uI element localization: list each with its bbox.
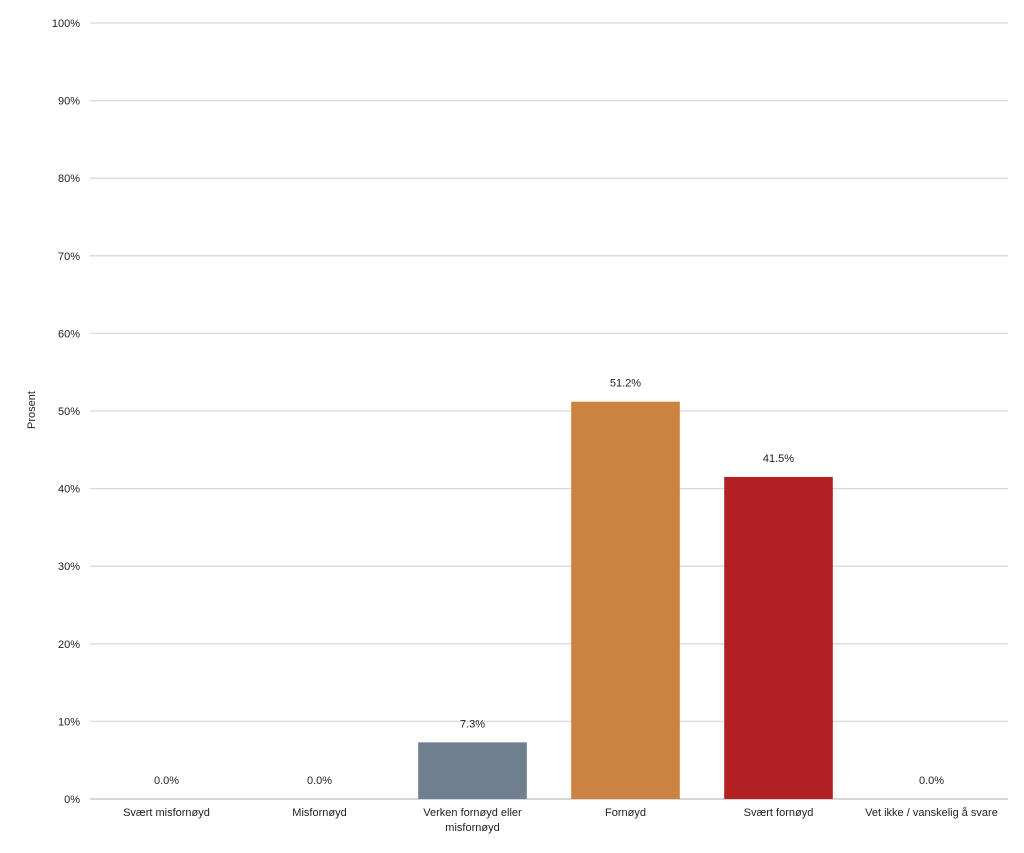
y-tick-label: 10% bbox=[58, 716, 80, 728]
data-label: 51.2% bbox=[610, 378, 641, 390]
data-label: 41.5% bbox=[763, 453, 794, 465]
x-category-label: Svært fornøyd bbox=[744, 807, 814, 819]
x-axis-categories: Svært misfornøyd Misfornøyd Verken fornøyd… bbox=[123, 807, 998, 834]
y-tick-label: 70% bbox=[58, 251, 80, 263]
y-tick-label: 100% bbox=[52, 18, 80, 30]
y-tick-label: 40% bbox=[58, 484, 80, 496]
x-category-label: Vet ikke / vanskelig å svare bbox=[865, 807, 998, 819]
y-tick-label: 80% bbox=[58, 173, 80, 185]
y-tick-label: 20% bbox=[58, 639, 80, 651]
bar bbox=[724, 476, 833, 799]
y-tick-label: 0% bbox=[64, 794, 80, 806]
gridlines bbox=[90, 22, 1008, 800]
y-tick-label: 60% bbox=[58, 328, 80, 340]
y-axis-ticks: 0% 10% 20% 30% 40% 50% 60% 70% 80% 90% 100% bbox=[52, 18, 80, 806]
bar bbox=[418, 742, 527, 799]
y-tick-label: 50% bbox=[58, 406, 80, 418]
data-label: 0.0% bbox=[307, 775, 332, 787]
bars bbox=[418, 401, 833, 799]
x-category-label: misfornøyd bbox=[445, 822, 499, 834]
x-category-label: Fornøyd bbox=[605, 807, 646, 819]
data-labels: 0.0% 0.0% 7.3% 51.2% 41.5% 0.0% bbox=[154, 378, 944, 787]
data-label: 0.0% bbox=[154, 775, 179, 787]
x-category-label: Svært misfornøyd bbox=[123, 807, 210, 819]
y-axis-title: Prosent bbox=[26, 391, 38, 429]
bar bbox=[571, 401, 680, 799]
y-tick-label: 90% bbox=[58, 96, 80, 108]
data-label: 7.3% bbox=[460, 718, 485, 730]
data-label: 0.0% bbox=[919, 775, 944, 787]
y-tick-label: 30% bbox=[58, 561, 80, 573]
x-category-label: Verken fornøyd eller bbox=[423, 807, 522, 819]
x-category-label: Misfornøyd bbox=[292, 807, 346, 819]
